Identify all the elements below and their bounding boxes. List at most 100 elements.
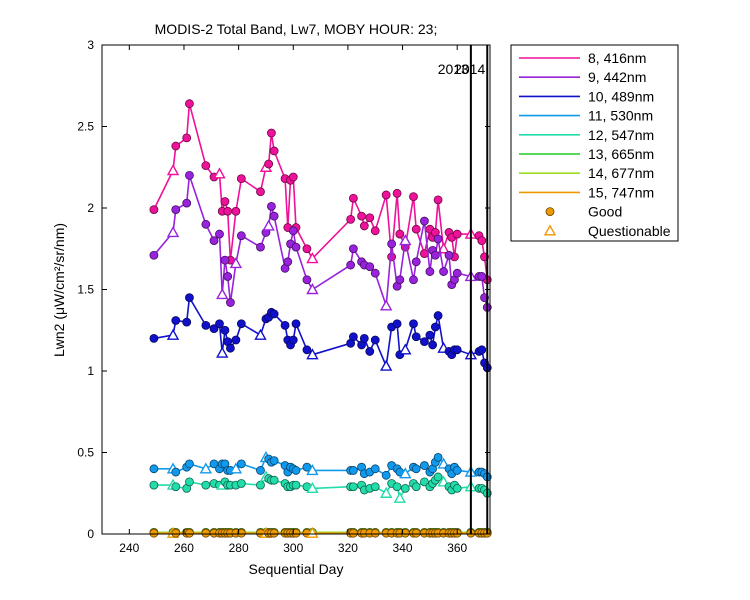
good-point: [392, 482, 402, 492]
good-point: [411, 528, 421, 538]
good-point: [171, 141, 181, 151]
good-point: [444, 250, 454, 260]
x-tick-label: 320: [338, 541, 358, 555]
questionable-point: [306, 463, 319, 476]
good-point: [209, 236, 219, 246]
good-point: [348, 244, 358, 254]
good-point: [370, 464, 380, 474]
good-point: [411, 464, 421, 474]
good-point: [346, 260, 356, 270]
good-point: [425, 267, 435, 276]
legend: 8, 416nm 9, 442nm 10, 489nm 11, 530nm 12, 54…: [510, 44, 679, 242]
y-tick-label: 3: [87, 38, 94, 52]
questionable-point: [399, 467, 412, 479]
questionable-point: [199, 462, 213, 474]
good-point: [439, 267, 448, 276]
good-point: [452, 483, 462, 493]
good-point: [288, 335, 298, 345]
good-point: [182, 198, 192, 208]
legend-label: 14, 677nm: [588, 165, 654, 181]
good-point: [411, 482, 421, 492]
good-point: [256, 187, 265, 197]
questionable-point: [229, 256, 243, 269]
good-point: [185, 293, 194, 303]
questionable-point: [216, 346, 229, 358]
good-point: [302, 244, 312, 254]
good-point: [430, 250, 440, 260]
legend-item: 13, 665nm: [519, 146, 654, 162]
good-point: [264, 159, 274, 169]
legend-item: 11, 530nm: [519, 108, 653, 124]
legend-swatch-circle: [545, 207, 555, 217]
questionable-point: [306, 348, 319, 360]
good-point: [171, 482, 181, 492]
questionable-point: [379, 486, 393, 498]
good-point: [269, 528, 279, 538]
legend-label: Good: [588, 204, 622, 220]
good-point: [149, 250, 159, 260]
good-point: [269, 211, 279, 221]
questionable-point: [306, 526, 319, 538]
good-point: [291, 242, 301, 252]
questionable-point: [166, 164, 180, 176]
x-tick-label: 280: [229, 541, 249, 555]
good-point: [231, 335, 241, 345]
good-point: [392, 188, 402, 198]
series-2: [149, 293, 492, 373]
good-point: [171, 205, 181, 215]
good-point: [256, 480, 265, 490]
good-point: [370, 226, 380, 236]
y-axis-title: Lwn2 (μW/cm²/sr/nm): [51, 223, 67, 357]
good-point: [149, 480, 159, 490]
good-point: [201, 320, 211, 330]
questionable-point: [399, 343, 412, 355]
good-point: [348, 528, 358, 538]
good-point: [433, 452, 443, 462]
good-point: [288, 172, 298, 182]
good-point: [477, 236, 487, 246]
good-point: [400, 483, 410, 493]
good-point: [381, 470, 391, 480]
good-point: [226, 343, 235, 353]
good-point: [452, 345, 462, 355]
legend-item: 10, 489nm: [519, 88, 654, 104]
good-point: [420, 461, 429, 470]
legend-label: 11, 530nm: [588, 108, 653, 124]
good-point: [452, 466, 462, 475]
legend-item: 15, 747nm: [519, 184, 654, 200]
good-point: [420, 216, 429, 226]
good-point: [348, 466, 358, 475]
good-point: [149, 464, 159, 474]
good-point: [171, 467, 181, 477]
good-point: [452, 229, 462, 239]
good-point: [267, 128, 276, 138]
good-point: [411, 257, 421, 267]
good-point: [269, 475, 279, 485]
good-point: [288, 226, 298, 236]
good-point: [433, 472, 443, 482]
good-point: [425, 330, 435, 340]
good-point: [236, 479, 246, 488]
series-0: [149, 99, 492, 285]
good-point: [477, 272, 487, 281]
good-point: [370, 482, 380, 492]
questionable-point: [254, 328, 267, 340]
good-point: [185, 170, 194, 180]
legend-swatch-triangle: [543, 224, 557, 236]
good-point: [171, 316, 181, 325]
series-3: [149, 450, 492, 482]
good-point: [185, 477, 194, 487]
x-tick-label: 340: [393, 541, 413, 555]
questionable-point: [262, 219, 275, 231]
good-point: [291, 319, 301, 329]
legend-label: 12, 547nm: [588, 127, 654, 143]
x-tick-label: 240: [119, 541, 139, 555]
questionable-point: [166, 328, 180, 340]
good-point: [395, 229, 405, 239]
good-point: [223, 206, 233, 216]
good-point: [387, 239, 397, 249]
good-point: [182, 133, 192, 143]
x-tick-label: 300: [283, 541, 303, 555]
y-tick-label: 1: [87, 364, 94, 378]
good-point: [223, 272, 233, 281]
